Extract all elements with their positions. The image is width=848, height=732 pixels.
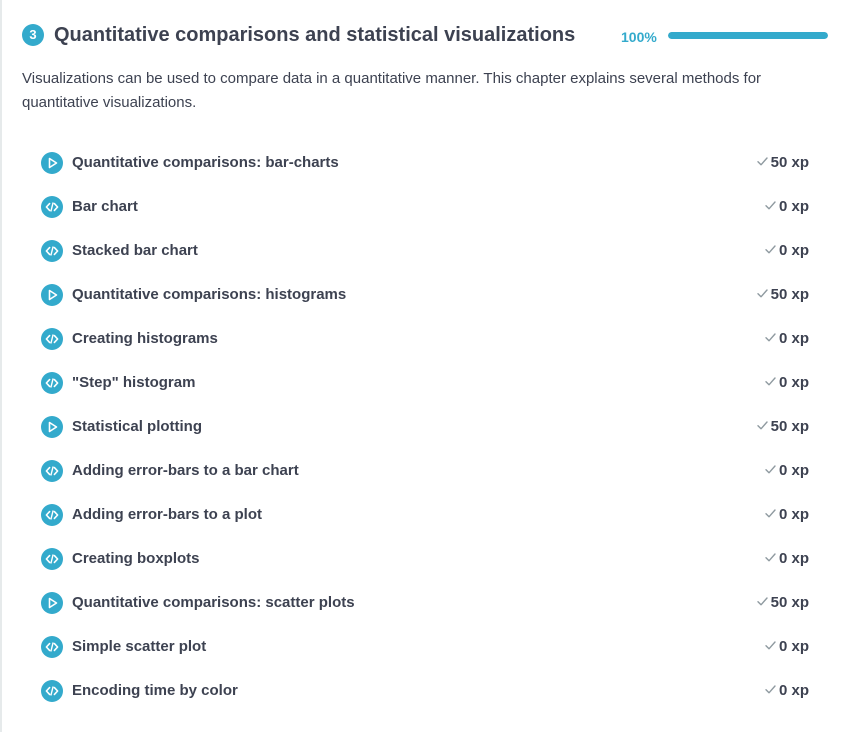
check-icon	[765, 448, 776, 492]
exercise-item[interactable]: Quantitative comparisons: bar-charts 50 x…	[41, 141, 809, 185]
chapter-number-badge: 3	[22, 24, 44, 46]
xp-value: 50 xp	[770, 594, 809, 611]
chapter-description: Visualizations can be used to compare da…	[22, 70, 762, 111]
code-icon	[41, 328, 63, 350]
code-icon	[41, 504, 63, 526]
exercise-title[interactable]: Creating boxplots	[72, 550, 200, 567]
play-icon	[41, 416, 63, 438]
check-icon	[756, 272, 768, 316]
check-icon	[765, 624, 776, 668]
xp-value: 50 xp	[770, 154, 809, 171]
check-icon	[765, 360, 776, 404]
check-icon	[765, 228, 776, 272]
xp-value: 0 xp	[778, 506, 809, 523]
exercise-item[interactable]: Adding error-bars to a bar chart 0 xp	[41, 449, 809, 493]
check-icon	[765, 316, 776, 360]
exercise-title[interactable]: Stacked bar chart	[72, 242, 198, 259]
exercise-title[interactable]: "Step" histogram	[72, 374, 196, 391]
exercise-item[interactable]: Simple scatter plot 0 xp	[41, 625, 809, 669]
progress-bar-fill	[668, 32, 828, 39]
exercise-item[interactable]: Creating boxplots 0 xp	[41, 537, 809, 581]
exercise-xp: 0 xp	[765, 449, 809, 493]
play-icon	[41, 284, 63, 306]
exercise-item[interactable]: Statistical plotting 50 xp	[41, 405, 809, 449]
exercise-item[interactable]: Bar chart 0 xp	[41, 185, 809, 229]
xp-value: 50 xp	[770, 418, 809, 435]
exercise-title[interactable]: Bar chart	[72, 198, 138, 215]
play-icon	[41, 592, 63, 614]
exercise-item[interactable]: Encoding time by color 0 xp	[41, 669, 809, 713]
exercise-xp: 50 xp	[756, 404, 809, 449]
exercise-item[interactable]: Stacked bar chart 0 xp	[41, 229, 809, 273]
xp-value: 50 xp	[770, 286, 809, 303]
chapter-header: 3 Quantitative comparisons and statistic…	[22, 20, 828, 50]
exercise-title[interactable]: Encoding time by color	[72, 682, 238, 699]
exercise-xp: 0 xp	[765, 361, 809, 405]
exercise-xp: 50 xp	[756, 272, 809, 317]
code-icon	[41, 680, 63, 702]
exercise-list: Quantitative comparisons: bar-charts 50 x…	[41, 141, 809, 713]
code-icon	[41, 460, 63, 482]
check-icon	[756, 580, 768, 624]
exercise-xp: 0 xp	[765, 625, 809, 669]
xp-value: 0 xp	[778, 462, 809, 479]
chapter-title[interactable]: Quantitative comparisons and statistical…	[54, 24, 576, 46]
exercise-xp: 50 xp	[756, 580, 809, 625]
exercise-item[interactable]: "Step" histogram 0 xp	[41, 361, 809, 405]
check-icon	[765, 492, 776, 536]
exercise-title[interactable]: Statistical plotting	[72, 418, 203, 435]
check-icon	[765, 668, 776, 712]
xp-value: 0 xp	[778, 330, 809, 347]
exercise-title[interactable]: Quantitative comparisons: scatter plots	[72, 594, 355, 611]
exercise-xp: 0 xp	[765, 669, 809, 713]
progress-bar	[668, 32, 828, 39]
check-icon	[765, 536, 776, 580]
check-icon	[756, 140, 768, 184]
exercise-title[interactable]: Adding error-bars to a plot	[72, 506, 263, 523]
xp-value: 0 xp	[778, 550, 809, 567]
check-icon	[756, 404, 768, 448]
exercise-title[interactable]: Quantitative comparisons: histograms	[72, 286, 347, 303]
code-icon	[41, 240, 63, 262]
xp-value: 0 xp	[778, 374, 809, 391]
xp-value: 0 xp	[778, 682, 809, 699]
exercise-xp: 0 xp	[765, 185, 809, 229]
code-icon	[41, 196, 63, 218]
exercise-xp: 50 xp	[756, 140, 809, 185]
exercise-xp: 0 xp	[765, 537, 809, 581]
code-icon	[41, 372, 63, 394]
exercise-xp: 0 xp	[765, 493, 809, 537]
play-icon	[41, 152, 63, 174]
progress-percent: 100%	[621, 29, 657, 45]
exercise-item[interactable]: Adding error-bars to a plot 0 xp	[41, 493, 809, 537]
exercise-item[interactable]: Quantitative comparisons: scatter plots 5…	[41, 581, 809, 625]
code-icon	[41, 636, 63, 658]
exercise-xp: 0 xp	[765, 229, 809, 273]
exercise-xp: 0 xp	[765, 317, 809, 361]
xp-value: 0 xp	[778, 638, 809, 655]
code-icon	[41, 548, 63, 570]
exercise-title[interactable]: Quantitative comparisons: bar-charts	[72, 154, 339, 171]
xp-value: 0 xp	[778, 198, 809, 215]
exercise-item[interactable]: Quantitative comparisons: histograms 50 x…	[41, 273, 809, 317]
exercise-title[interactable]: Adding error-bars to a bar chart	[72, 462, 299, 479]
exercise-title[interactable]: Simple scatter plot	[72, 638, 207, 655]
left-border	[0, 0, 2, 732]
exercise-item[interactable]: Creating histograms 0 xp	[41, 317, 809, 361]
exercise-title[interactable]: Creating histograms	[72, 330, 218, 347]
xp-value: 0 xp	[778, 242, 809, 259]
check-icon	[765, 184, 776, 228]
